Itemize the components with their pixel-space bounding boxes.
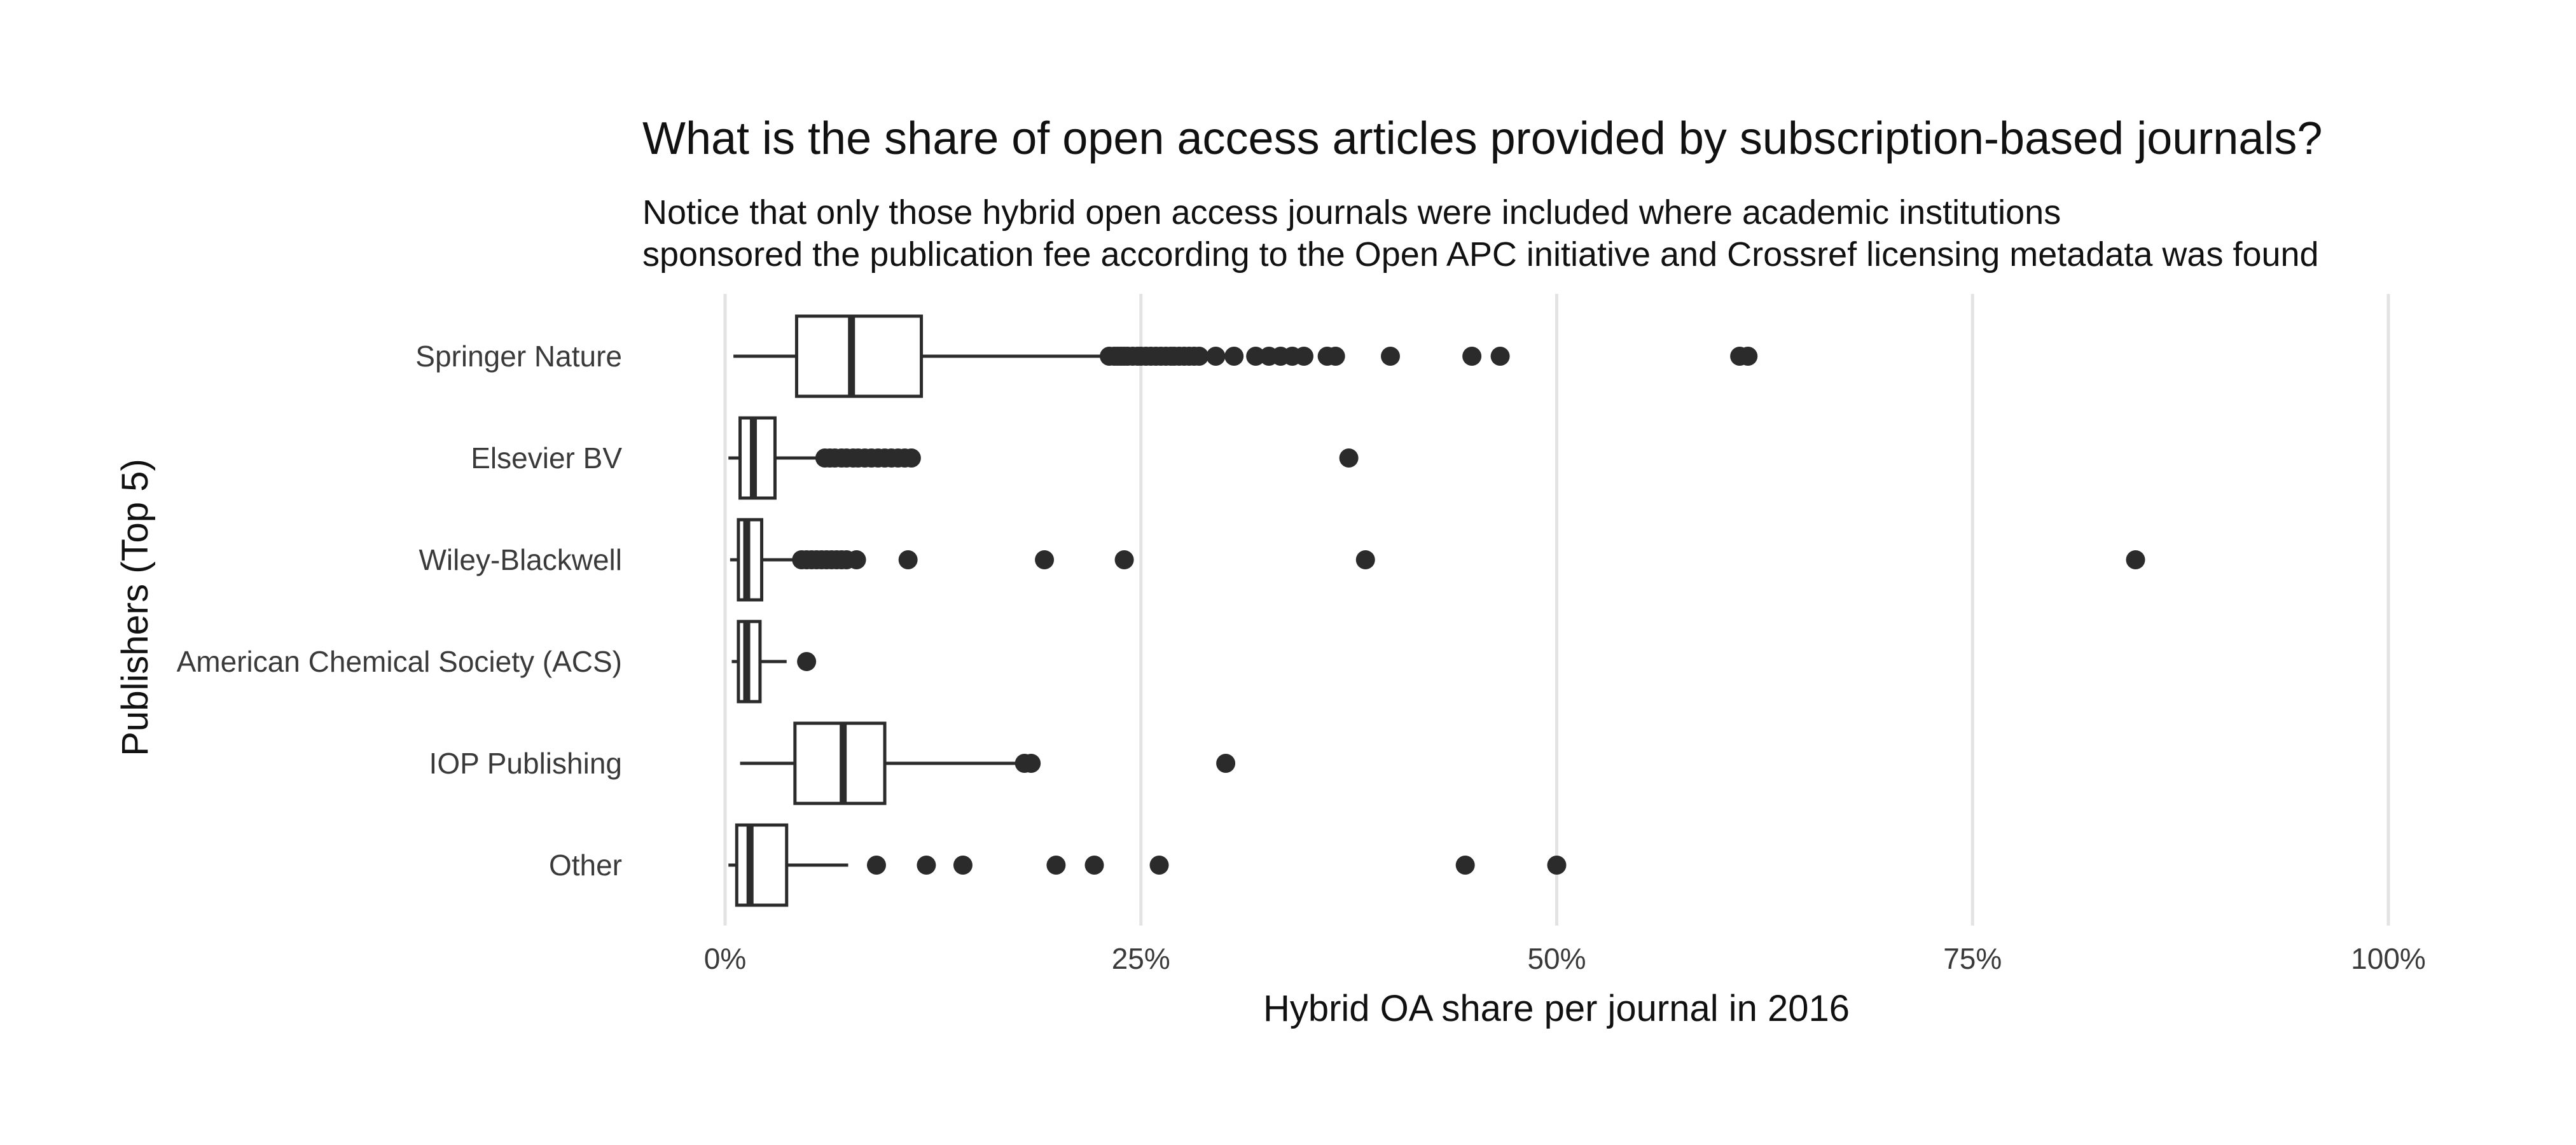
y-tick-label-1: Elsevier BV [471, 441, 622, 475]
chart-title: What is the share of open access article… [642, 113, 2322, 164]
chart-subtitle-line-2: sponsored the publication fee according … [642, 235, 2319, 274]
outlier-0-27 [1294, 347, 1314, 366]
x-tick-label-3: 75% [1943, 942, 2002, 975]
outlier-4-1 [1021, 754, 1041, 773]
outlier-2-13 [1114, 550, 1134, 569]
box-group-2 [730, 518, 2145, 602]
y-tick-labels: Springer Nature Elsevier BV Wiley-Blackwel… [177, 340, 623, 882]
y-tick-label-5: Other [549, 849, 622, 882]
outlier-5-4 [1084, 856, 1104, 875]
outlier-2-12 [1035, 550, 1055, 569]
outlier-5-3 [1046, 856, 1066, 875]
y-tick-label-4: IOP Publishing [429, 747, 622, 780]
x-tick-labels: 0% 25% 50% 75% 100% [704, 942, 2426, 975]
outlier-1-15 [1339, 448, 1359, 468]
chart-subtitle-line-1: Notice that only those hybrid open acces… [642, 193, 2061, 232]
box-group-5 [728, 823, 1567, 907]
y-axis-title: Publishers (Top 5) [114, 459, 156, 756]
box-group-0 [733, 314, 1758, 398]
outlier-3-0 [797, 652, 817, 671]
outlier-5-2 [953, 856, 973, 875]
outlier-4-2 [1216, 754, 1236, 773]
x-tick-label-2: 50% [1527, 942, 1586, 975]
outlier-0-30 [1381, 347, 1400, 366]
x-tick-label-4: 100% [2351, 942, 2426, 975]
outlier-5-5 [1149, 856, 1169, 875]
outlier-0-23 [1246, 347, 1266, 366]
box-group-3 [731, 620, 817, 704]
outlier-2-10 [847, 550, 866, 569]
outlier-5-6 [1455, 856, 1475, 875]
outlier-0-34 [1738, 347, 1758, 366]
box-0 [794, 314, 924, 398]
outlier-2-11 [898, 550, 918, 569]
box-1 [738, 416, 777, 500]
x-axis-title: Hybrid OA share per journal in 2016 [1263, 988, 1850, 1029]
outlier-0-20 [1189, 347, 1209, 366]
outlier-5-1 [917, 856, 936, 875]
boxes [728, 314, 2145, 907]
y-tick-label-3: American Chemical Society (ACS) [177, 645, 622, 678]
outlier-0-29 [1326, 347, 1345, 366]
outlier-2-14 [1355, 550, 1375, 569]
box-group-4 [740, 721, 1236, 805]
gridlines [723, 294, 2390, 926]
outlier-5-0 [866, 856, 886, 875]
outlier-1-14 [901, 448, 921, 468]
x-tick-label-1: 25% [1112, 942, 1170, 975]
outlier-0-21 [1206, 347, 1226, 366]
outlier-2-15 [2126, 550, 2145, 569]
outlier-0-31 [1462, 347, 1482, 366]
y-tick-label-2: Wiley-Blackwell [419, 543, 622, 576]
y-tick-label-0: Springer Nature [415, 340, 622, 373]
outlier-5-7 [1547, 856, 1567, 875]
x-tick-label-0: 0% [704, 942, 746, 975]
outlier-0-32 [1490, 347, 1510, 366]
box-group-1 [728, 416, 1359, 500]
outlier-0-22 [1224, 347, 1244, 366]
box-5 [735, 823, 789, 907]
